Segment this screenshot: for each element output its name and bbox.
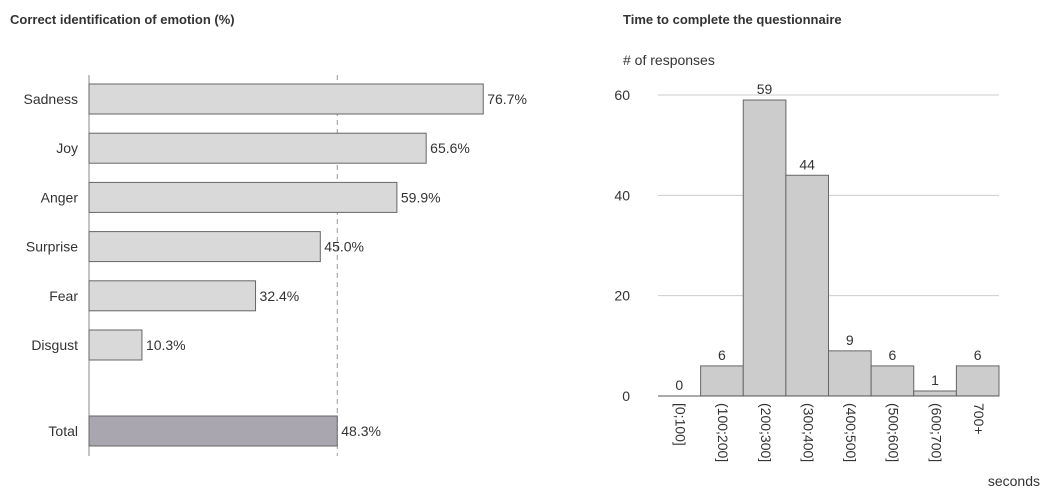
bar-value-label-6: 1 bbox=[931, 372, 939, 388]
histogram-bar-4 bbox=[828, 350, 872, 397]
emotion-bar-chart: Sadness 76.7% Joy 65.6% Anger 59.9% Surprise 45… bbox=[24, 75, 527, 456]
bar-value-label-1: 6 bbox=[718, 347, 726, 363]
value-label-anger: 59.9% bbox=[401, 189, 441, 205]
category-label-surprise: Surprise bbox=[26, 239, 78, 255]
bar-fear bbox=[88, 280, 257, 312]
value-label-fear: 32.4% bbox=[260, 288, 300, 304]
bar-joy bbox=[88, 132, 427, 164]
bar-value-label-3: 44 bbox=[799, 156, 815, 172]
bar-value-label-0: 0 bbox=[675, 377, 683, 393]
value-label-disgust: 10.3% bbox=[146, 337, 186, 353]
category-label-fear: Fear bbox=[49, 288, 78, 304]
x-tick-label-6: (600;700] bbox=[928, 403, 944, 462]
x-tick-label-3: (300;400] bbox=[800, 403, 816, 462]
bar-value-label-2: 59 bbox=[757, 81, 773, 97]
completion-time-histogram: 0 20 40 60 # of responses 0 [0;100] 6 (100;200] 5… bbox=[614, 52, 1040, 489]
right-chart-title: Time to complete the questionnaire bbox=[623, 12, 842, 27]
category-label-sadness: Sadness bbox=[24, 91, 78, 107]
bar-disgust bbox=[88, 329, 143, 361]
bar-anger bbox=[88, 181, 398, 213]
x-tick-label-7: 700+ bbox=[971, 403, 987, 435]
x-tick-label-1: (100;200] bbox=[715, 403, 731, 462]
histogram-bar-6 bbox=[913, 390, 957, 397]
x-tick-label-0: [0;100] bbox=[673, 403, 689, 446]
left-chart-title: Correct identification of emotion (%) bbox=[10, 12, 235, 27]
histogram-bar-2 bbox=[742, 99, 787, 397]
y-axis-title: # of responses bbox=[623, 52, 715, 68]
bar-value-label-5: 6 bbox=[889, 347, 897, 363]
x-tick-label-2: (200;300] bbox=[758, 403, 774, 462]
y-tick-label-0: 0 bbox=[622, 388, 630, 404]
value-label-joy: 65.6% bbox=[430, 140, 470, 156]
histogram-bar-1 bbox=[700, 365, 744, 397]
value-label-sadness: 76.7% bbox=[487, 91, 527, 107]
bar-value-label-7: 6 bbox=[974, 347, 982, 363]
x-axis-title: seconds bbox=[988, 473, 1040, 489]
bar-value-label-4: 9 bbox=[846, 332, 854, 348]
bar-sadness bbox=[88, 83, 484, 115]
value-label-total: 48.3% bbox=[341, 423, 381, 439]
y-tick-label-20: 20 bbox=[614, 288, 630, 304]
category-label-disgust: Disgust bbox=[31, 337, 78, 353]
x-tick-label-5: (500;600] bbox=[886, 403, 902, 462]
histogram-bar-5 bbox=[870, 365, 915, 397]
y-tick-label-40: 40 bbox=[614, 187, 630, 203]
y-tick-label-60: 60 bbox=[614, 87, 630, 103]
histogram-bar-3 bbox=[785, 174, 829, 397]
category-label-total: Total bbox=[48, 423, 78, 439]
bar-surprise bbox=[88, 231, 321, 263]
category-label-joy: Joy bbox=[56, 140, 78, 156]
bar-total bbox=[88, 415, 338, 447]
value-label-surprise: 45.0% bbox=[324, 239, 364, 255]
x-tick-label-4: (400;500] bbox=[843, 403, 859, 462]
category-label-anger: Anger bbox=[41, 189, 79, 205]
histogram-bar-7 bbox=[955, 365, 1000, 397]
